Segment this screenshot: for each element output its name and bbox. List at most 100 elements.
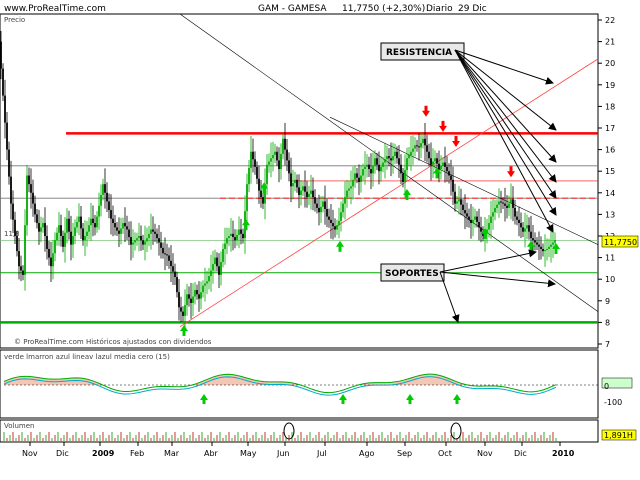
candle-body (272, 155, 274, 159)
candle-body (4, 95, 6, 123)
left-level-label: 11,8 (4, 230, 20, 238)
candle-body (64, 232, 66, 247)
candle-body (494, 207, 496, 213)
x-tick-label: 2009 (92, 449, 115, 458)
candle-body (342, 203, 344, 213)
candle-body (464, 210, 466, 214)
candle-body (316, 203, 318, 208)
x-tick-label: Abr (204, 449, 219, 458)
y-tick-label: 16 (605, 146, 615, 155)
candle-body (528, 225, 530, 232)
up-arrow-icon (180, 325, 188, 337)
candle-body (408, 155, 410, 159)
candle-body (80, 216, 82, 229)
candle-body (330, 219, 332, 224)
candle-body (238, 229, 240, 235)
candle-body (436, 158, 438, 164)
rising-trendline (179, 58, 599, 328)
last-price-badge (601, 235, 639, 248)
candle-body (506, 205, 508, 208)
candle-body (554, 240, 556, 243)
y-tick-label: 9 (605, 297, 610, 306)
candle-body (116, 227, 118, 231)
candle-body (86, 231, 88, 236)
candle-body (136, 238, 138, 241)
candle-body (522, 227, 524, 232)
up-arrow-icon (200, 394, 208, 404)
candle-body (282, 138, 284, 154)
y-tick-label: 11 (605, 254, 615, 263)
up-arrow-icon (336, 240, 344, 252)
candle-body (290, 173, 292, 187)
candle-body (398, 158, 400, 165)
candle-body (74, 227, 76, 236)
candle-body (230, 233, 232, 236)
candle-body (196, 290, 198, 295)
candle-body (476, 216, 478, 222)
candle-body (154, 231, 156, 234)
candle-body (378, 164, 380, 172)
candle-body (190, 298, 192, 303)
candle-body (12, 203, 14, 220)
candle-body (540, 246, 542, 249)
candle-body (336, 225, 338, 230)
candle-body (390, 158, 392, 161)
candle-body (276, 151, 278, 161)
candle-body (314, 197, 316, 204)
candle-body (414, 145, 416, 149)
candle-body (112, 218, 114, 224)
candle-body (150, 229, 152, 234)
volume-badge (601, 429, 637, 441)
candle-body (500, 201, 502, 203)
support-pointer (439, 249, 537, 273)
candle-body (98, 205, 100, 217)
price-change: 11,7750 (+2,30%) (342, 4, 425, 14)
falling-trendline-2 (329, 116, 599, 245)
osc-value-badge (601, 377, 633, 389)
volume-highlight-circle (450, 422, 462, 440)
candle-body (124, 223, 126, 227)
volume-panel (0, 419, 599, 443)
candle-body (350, 186, 352, 189)
candle-body (264, 184, 266, 204)
candle-body (354, 173, 356, 180)
candle-body (52, 253, 54, 267)
x-tick-label: Jun (276, 449, 290, 458)
candle-body (472, 219, 474, 224)
resistance-pointer (454, 49, 557, 216)
candle-body (40, 227, 42, 232)
candle-body (440, 165, 442, 170)
candle-body (152, 229, 154, 232)
candle-body (60, 225, 62, 236)
candle-body (138, 236, 140, 239)
candle-body (34, 203, 36, 215)
candle-body (214, 257, 216, 265)
candle-body (488, 223, 490, 230)
x-tick-label: May (240, 449, 257, 458)
candle-body (96, 216, 98, 228)
candle-body (284, 138, 286, 150)
candle-body (310, 190, 312, 194)
y-tick-label: 8 (605, 318, 610, 327)
x-tick-label: Mar (164, 449, 180, 458)
candle-body (158, 238, 160, 243)
candle-body (324, 201, 326, 209)
candle-body (502, 202, 504, 204)
candle-body (262, 197, 264, 204)
candle-body (468, 216, 470, 220)
up-arrow-icon (260, 182, 268, 194)
candle-body (160, 242, 162, 248)
candle-body (438, 163, 440, 170)
last-price-text: 11,7750 (604, 238, 637, 247)
support-pointer (439, 271, 556, 288)
candle-body (228, 236, 230, 239)
candle-body (36, 214, 38, 224)
candle-body (200, 292, 202, 299)
candle-body (144, 241, 146, 245)
candle-body (334, 226, 336, 230)
candle-body (164, 253, 166, 255)
candle-body (508, 203, 510, 208)
candle-body (548, 246, 550, 249)
candle-body (176, 277, 178, 293)
